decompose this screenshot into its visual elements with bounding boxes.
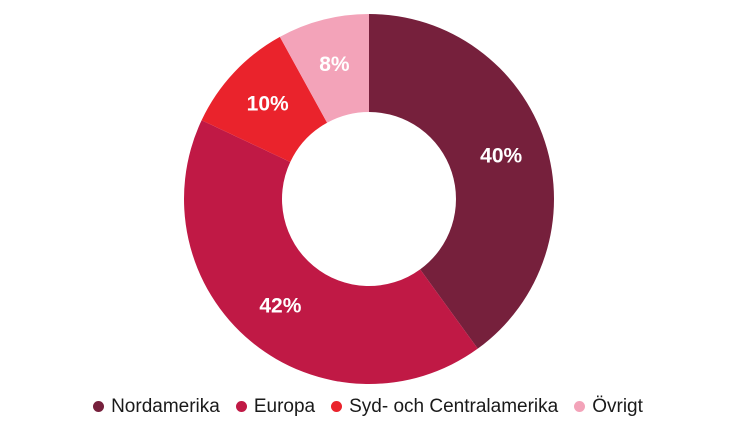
slice-label-europa: 42%: [259, 295, 301, 318]
donut-slice-europa: [184, 120, 478, 384]
legend-item-ovrigt: Övrigt: [574, 396, 643, 418]
donut-slice-ovrigt: [279, 14, 369, 123]
slice-label-syd-och-centralamerika: 10%: [247, 92, 289, 115]
legend-item-europa: Europa: [235, 395, 316, 418]
legend-marker-europa-icon: [235, 401, 247, 412]
legend-marker-ovrigt-icon: [574, 401, 586, 412]
legend-label-nordamerika: Nordamerika: [111, 395, 220, 417]
legend-label-syd-och-centralamerika: Syd- och Centralamerika: [349, 395, 559, 417]
legend-label-ovrigt: Övrigt: [592, 395, 643, 417]
legend-marker-syd-och-centralamerika-icon: [331, 401, 343, 412]
legend-label-europa: Europa: [253, 395, 316, 417]
donut-slice-syd-och-centralamerika: [201, 36, 328, 162]
slice-label-nordamerika: 40%: [480, 145, 522, 168]
chart-legend: Nordamerika Europa Syd- och Centralameri…: [0, 390, 736, 431]
legend-marker-nordamerika-icon: [93, 401, 105, 412]
donut-svg: 40% 42% 10% 8%: [184, 14, 555, 384]
legend-item-syd-och-centralamerika: Syd- och Centralamerika: [331, 396, 558, 418]
legend-item-nordamerika: Nordamerika: [93, 396, 220, 418]
slice-label-ovrigt: 8%: [319, 53, 350, 76]
donut-slice-nordamerika: [369, 14, 555, 349]
